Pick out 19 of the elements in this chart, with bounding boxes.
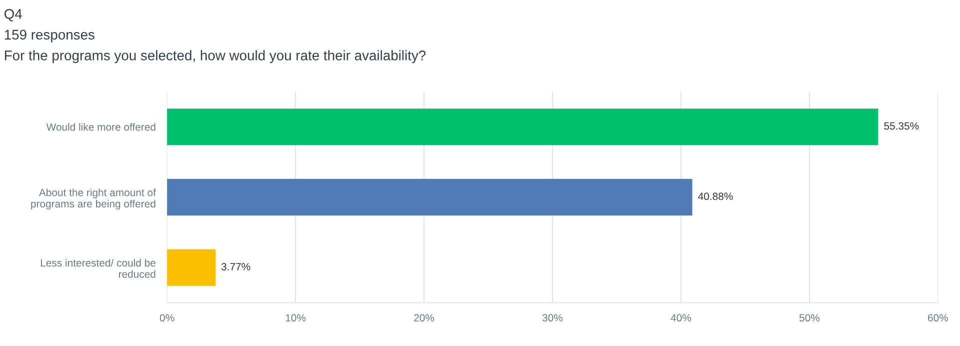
text: 159 responses (4, 30, 94, 42)
y-tick-label: Would like more offered (46, 123, 156, 131)
data-label: 3.77% (221, 262, 250, 270)
x-tick-label: 0% (160, 314, 174, 322)
x-tick-label: 20% (414, 314, 434, 322)
bar (167, 178, 692, 216)
x-tick-label: 30% (542, 314, 563, 322)
y-tick-label: About the right amount of programs are being offered (31, 188, 156, 210)
text: For the programs you selected, how would you rate their availability? (4, 50, 426, 64)
y-tick-label: Less interested/ could be reduced (40, 258, 156, 278)
bar (167, 108, 878, 146)
x-tick-label: 50% (799, 314, 820, 322)
bar (167, 249, 216, 286)
data-label: 40.88% (698, 192, 733, 200)
x-tick-label: 40% (670, 314, 692, 322)
data-label: 55.35% (884, 122, 919, 130)
x-tick-label: 60% (928, 314, 948, 322)
text: Q4 (4, 9, 22, 22)
x-tick-label: 10% (286, 314, 306, 322)
